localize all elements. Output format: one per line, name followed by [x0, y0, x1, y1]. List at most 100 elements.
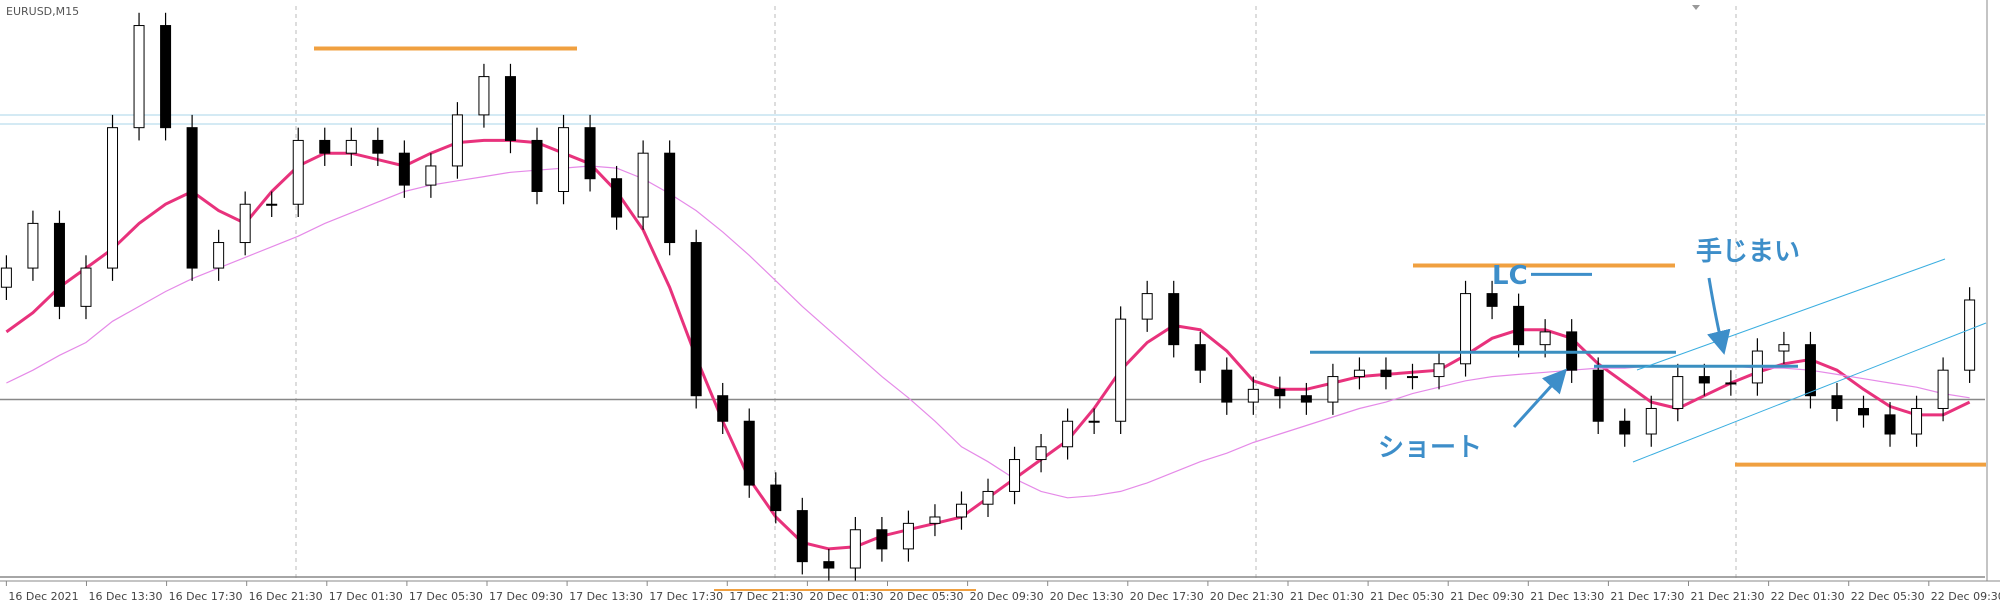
candle-body [160, 25, 172, 129]
x-tick-label: 17 Dec 09:30 [489, 590, 563, 603]
candle-body [213, 242, 225, 269]
candle-body [1274, 388, 1286, 397]
annotation: ショート [1378, 433, 1482, 463]
candle-body [717, 395, 729, 422]
candle-body [133, 25, 145, 129]
candle-body [1937, 369, 1949, 409]
candle-body [1035, 446, 1047, 461]
candle-body [478, 76, 490, 116]
candle-body [1353, 369, 1365, 378]
candle-body [1433, 363, 1445, 378]
x-tick-label: 17 Dec 05:30 [409, 590, 483, 603]
candle-body [558, 127, 570, 192]
candle-body [27, 222, 39, 269]
candle-body [1645, 407, 1657, 435]
x-tick-label: 17 Dec 21:30 [729, 590, 803, 603]
x-tick-label: 16 Dec 21:30 [249, 590, 323, 603]
candle-body [0, 267, 12, 288]
candle-body [982, 490, 994, 505]
candle-body [690, 242, 702, 397]
candle-body [611, 178, 623, 218]
candle-body [1858, 407, 1869, 416]
candle-body [664, 152, 676, 244]
candle-body [1327, 376, 1339, 403]
candle-body [955, 503, 967, 518]
x-tick-label: 17 Dec 17:30 [649, 590, 723, 603]
candle-body [1964, 299, 1976, 371]
shift-marker [1692, 5, 1700, 10]
candle-body [107, 127, 119, 269]
x-tick-label: 16 Dec 13:30 [88, 590, 162, 603]
x-tick-label: 17 Dec 01:30 [329, 590, 403, 603]
candle-body [1406, 376, 1418, 379]
candle-body [1115, 318, 1127, 422]
candle-body [1460, 293, 1472, 365]
candle-body [80, 267, 92, 307]
candle-body [372, 139, 384, 154]
candle-body [1804, 344, 1816, 397]
candle-body [849, 529, 861, 569]
candle-body [1194, 344, 1206, 371]
candle-body [1592, 369, 1604, 422]
candle-body [1168, 293, 1180, 346]
x-tick-label: 20 Dec 13:30 [1050, 590, 1124, 603]
annotation: LC [1492, 261, 1528, 291]
chart-title: EURUSD,M15 [6, 5, 79, 18]
candle-body [902, 522, 914, 550]
x-tick-label: 21 Dec 01:30 [1290, 590, 1364, 603]
candle-body [504, 76, 516, 141]
candle-body [53, 222, 65, 307]
candle-body [239, 203, 251, 244]
x-tick-label: 22 Dec 01:30 [1771, 590, 1845, 603]
candle-body [637, 152, 649, 218]
candle-body [1911, 407, 1923, 435]
candle-body [266, 203, 278, 206]
x-tick-label: 16 Dec 17:30 [169, 590, 243, 603]
candle-body [1009, 459, 1021, 492]
x-tick-label: 21 Dec 05:30 [1370, 590, 1444, 603]
channel-line [1636, 258, 1946, 371]
candle-body [1380, 369, 1392, 378]
candle-body [1672, 376, 1684, 409]
candle-body [1884, 414, 1896, 435]
candle-body [319, 139, 331, 154]
candle-body [929, 516, 941, 524]
candle-body [531, 139, 543, 192]
candle-body [584, 127, 596, 180]
candle-body [1247, 388, 1259, 403]
candle-body [1778, 344, 1790, 352]
x-tick-label: 20 Dec 21:30 [1210, 590, 1284, 603]
candle-body [743, 420, 755, 486]
x-tick-label: 16 Dec 2021 [8, 590, 78, 603]
candle-body [451, 114, 463, 167]
x-tick-label: 20 Dec 01:30 [809, 590, 883, 603]
x-tick-label: 21 Dec 13:30 [1530, 590, 1604, 603]
candle-body [1513, 305, 1525, 346]
price-axis [1987, 0, 2000, 605]
channel-line [1632, 322, 1987, 463]
arrow [1512, 368, 1568, 429]
x-tick-label: 21 Dec 17:30 [1610, 590, 1684, 603]
candle-body [1619, 420, 1631, 435]
annotation: 手じまい [1696, 237, 1800, 267]
candle-body [1141, 293, 1153, 320]
x-tick-label: 22 Dec 05:30 [1851, 590, 1925, 603]
candle-body [1486, 293, 1498, 307]
x-tick-label: 21 Dec 21:30 [1691, 590, 1765, 603]
candle-body [876, 529, 888, 550]
candle-body [186, 127, 198, 269]
candle-body [1725, 382, 1737, 385]
x-tick-label: 17 Dec 13:30 [569, 590, 643, 603]
candle-body [1300, 395, 1312, 403]
candle-body [770, 484, 782, 512]
arrow [1707, 277, 1731, 355]
candle-body [425, 165, 437, 186]
x-tick-label: 20 Dec 09:30 [970, 590, 1044, 603]
candle-body [398, 152, 410, 186]
x-tick-label: 22 Dec 09:30 [1931, 590, 2000, 603]
candle-body [1088, 420, 1100, 423]
candle-body [345, 139, 357, 154]
